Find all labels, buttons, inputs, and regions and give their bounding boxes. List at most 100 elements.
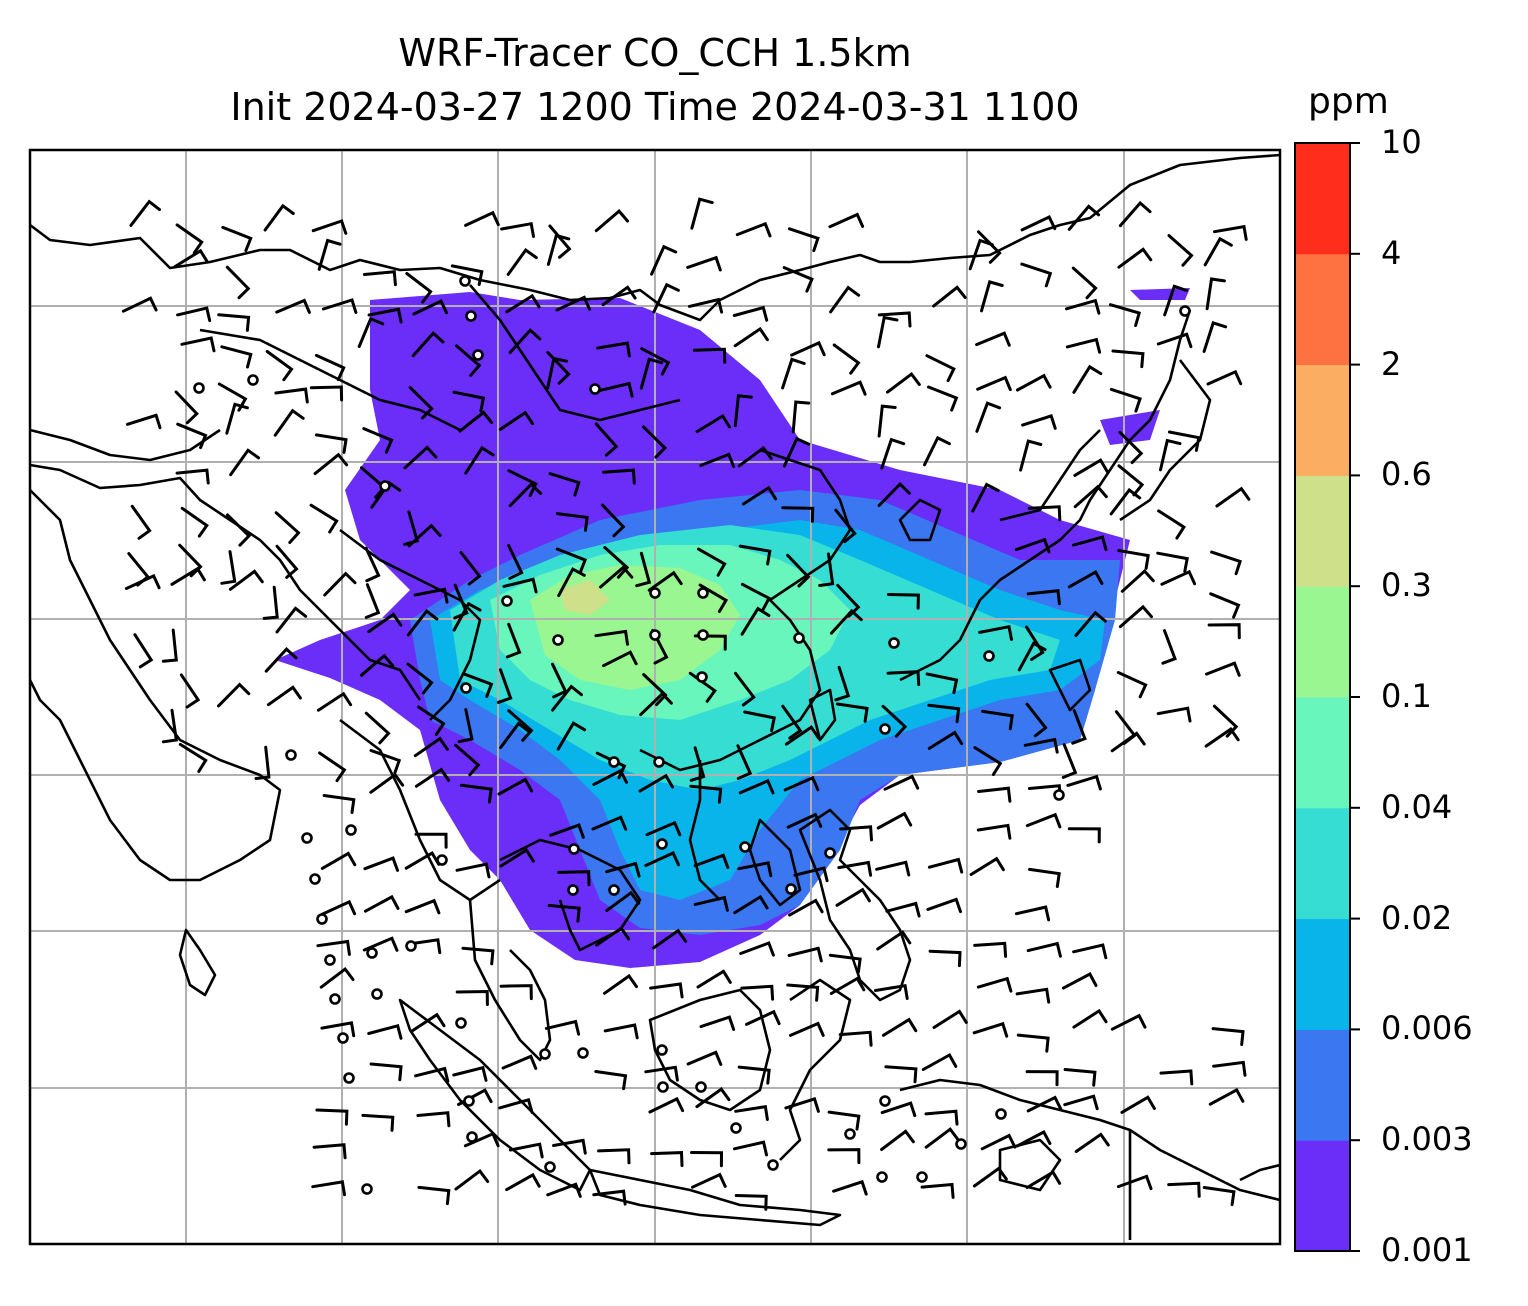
wind-barb bbox=[737, 1065, 771, 1085]
wind-barb bbox=[1213, 224, 1248, 241]
wind-barb bbox=[221, 225, 253, 252]
calm-wind-circle bbox=[844, 1128, 856, 1140]
calm-wind-circle bbox=[361, 1183, 373, 1195]
wind-barb bbox=[557, 567, 586, 598]
calm-wind-circle bbox=[460, 682, 472, 694]
wind-barb bbox=[264, 646, 298, 673]
coastline-segment-1 bbox=[29, 463, 422, 701]
wind-barb bbox=[502, 577, 538, 594]
wind-barb bbox=[133, 633, 154, 669]
wind-barb bbox=[507, 469, 538, 498]
wind-barb bbox=[1110, 1013, 1147, 1031]
wind-barb bbox=[1017, 641, 1047, 672]
wind-barb bbox=[829, 285, 861, 314]
wind-barb bbox=[603, 973, 638, 995]
calm-wind-circle bbox=[568, 843, 580, 855]
wind-barb bbox=[594, 629, 629, 646]
wind-barb bbox=[1108, 303, 1142, 327]
wind-barb bbox=[883, 774, 920, 791]
wind-barb bbox=[595, 926, 631, 947]
wind-barb bbox=[359, 653, 395, 677]
wind-barb bbox=[1071, 266, 1098, 300]
wind-barb bbox=[275, 606, 308, 634]
wind-barb bbox=[881, 1017, 918, 1037]
wind-barb bbox=[932, 1009, 968, 1029]
coastline-segment-28 bbox=[748, 818, 802, 907]
wind-barb bbox=[452, 390, 486, 413]
wind-barb bbox=[174, 390, 199, 425]
wind-barb bbox=[791, 400, 811, 434]
wind-barb bbox=[1014, 537, 1051, 554]
wind-barb bbox=[927, 730, 964, 750]
wind-barb bbox=[1118, 200, 1152, 228]
wind-barb bbox=[602, 468, 636, 485]
wind-barb bbox=[932, 285, 967, 308]
wind-barb bbox=[686, 1050, 723, 1066]
wind-barb bbox=[176, 422, 208, 450]
wind-barb bbox=[782, 266, 814, 293]
wind-barb bbox=[309, 385, 344, 402]
wind-barb bbox=[737, 445, 773, 468]
wind-barb bbox=[592, 1189, 627, 1206]
wind-barb bbox=[228, 569, 264, 591]
wind-barb bbox=[1072, 364, 1103, 394]
calm-wind-circle bbox=[567, 884, 579, 896]
wind-barb bbox=[698, 583, 729, 613]
colorbar-tick-label: 0.3 bbox=[1381, 566, 1432, 605]
calm-wind-circle bbox=[649, 629, 661, 641]
wind-barb bbox=[690, 1151, 724, 1168]
wind-barb bbox=[464, 210, 500, 227]
wind-barb bbox=[790, 340, 826, 357]
wind-barb bbox=[414, 1066, 450, 1083]
wind-barb bbox=[1116, 671, 1148, 699]
calm-wind-circle bbox=[459, 275, 471, 287]
wind-barb bbox=[178, 742, 208, 773]
wind-barb bbox=[317, 238, 342, 271]
wind-barb bbox=[975, 401, 1002, 433]
wind-barb bbox=[788, 898, 824, 917]
calm-wind-circle bbox=[656, 838, 668, 850]
wind-barb bbox=[357, 316, 385, 348]
wind-barb bbox=[548, 472, 581, 497]
wind-barb bbox=[1111, 349, 1145, 369]
wind-barb bbox=[461, 672, 494, 698]
wind-barb bbox=[732, 305, 769, 322]
calm-wind-markers bbox=[193, 275, 1191, 1195]
wind-barb bbox=[1016, 373, 1052, 392]
co-level-0-region-1 bbox=[1130, 288, 1190, 300]
wind-barb bbox=[548, 224, 572, 259]
calm-wind-circle bbox=[767, 1159, 779, 1171]
wind-barb bbox=[1163, 284, 1189, 317]
calm-wind-circle bbox=[501, 595, 513, 607]
wind-barb bbox=[362, 427, 394, 454]
wind-barb bbox=[693, 853, 730, 869]
wind-barb bbox=[499, 848, 535, 868]
wind-barb bbox=[733, 394, 753, 428]
wind-barb bbox=[362, 270, 397, 287]
colorbar-band-4 bbox=[1295, 697, 1350, 809]
wind-barb bbox=[454, 1169, 490, 1191]
wind-barb bbox=[635, 551, 652, 588]
wind-barb bbox=[406, 608, 439, 637]
wind-barb bbox=[735, 221, 772, 238]
map-title-line-1: WRF-Tracer CO_CCH 1.5km bbox=[398, 31, 912, 75]
wind-barb bbox=[923, 435, 951, 467]
wind-barb bbox=[220, 345, 253, 369]
colorbar-band-8 bbox=[1295, 253, 1350, 366]
wind-barb bbox=[406, 662, 434, 695]
calm-wind-circle bbox=[656, 1044, 668, 1056]
wind-barb bbox=[413, 736, 449, 758]
wind-barb bbox=[602, 650, 638, 668]
calm-wind-circle bbox=[793, 632, 805, 644]
wind-barb bbox=[697, 547, 727, 577]
wind-barb bbox=[507, 544, 524, 580]
wind-barb bbox=[225, 265, 251, 300]
wind-barb bbox=[818, 552, 835, 587]
wind-barb bbox=[925, 354, 956, 383]
wind-barb bbox=[981, 709, 1014, 731]
wind-barb bbox=[501, 1054, 538, 1070]
wind-barb bbox=[733, 894, 769, 915]
wind-barb bbox=[734, 671, 756, 707]
wind-barb bbox=[645, 820, 682, 837]
wind-barb bbox=[316, 939, 351, 956]
